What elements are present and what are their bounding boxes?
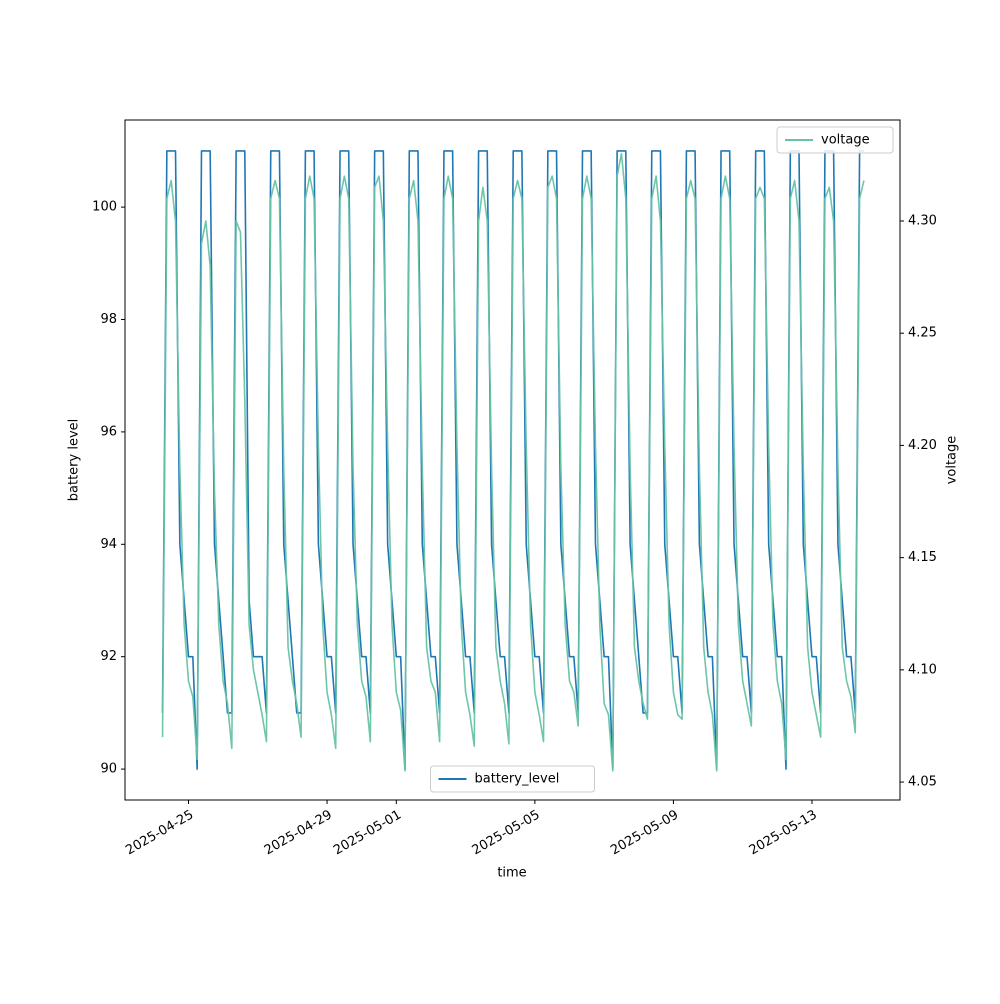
series-line <box>161 152 865 772</box>
y2-tick-label: 4.10 <box>908 662 937 677</box>
y-tick-label: 92 <box>100 649 117 664</box>
x-axis-label: time <box>497 866 526 881</box>
legend-label: battery_level <box>475 772 560 787</box>
y-tick-label: 100 <box>92 200 117 215</box>
series-line <box>161 150 864 770</box>
y2-tick-label: 4.25 <box>908 326 937 341</box>
legend-box <box>430 765 595 793</box>
y2-tick-label: 4.30 <box>908 213 937 228</box>
y-tick-label: 90 <box>100 762 117 777</box>
y-tick-label: 96 <box>100 424 117 439</box>
y-tick-label: 98 <box>100 312 117 327</box>
y-tick-label: 94 <box>100 537 117 552</box>
y2-tick-label: 4.05 <box>908 775 937 790</box>
y2-tick-label: 4.20 <box>908 438 937 453</box>
legend-label: voltage <box>821 133 870 148</box>
y2-tick-label: 4.15 <box>908 550 937 565</box>
legend-box <box>776 126 894 154</box>
y2-axis-label: voltage <box>945 436 960 485</box>
y-axis-label: battery level <box>67 419 82 502</box>
plot-frame <box>124 119 901 801</box>
